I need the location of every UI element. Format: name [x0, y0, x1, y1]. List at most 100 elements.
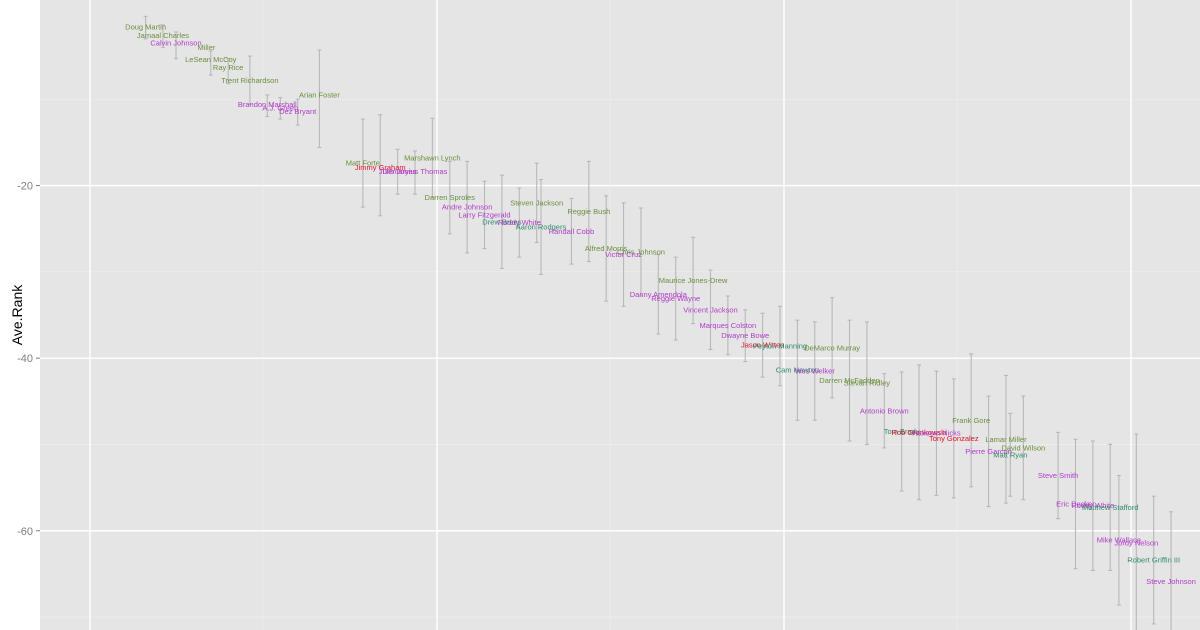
error-bar: [317, 49, 322, 149]
point-label: Reggie Wayne: [651, 294, 700, 303]
error-bar: [447, 160, 452, 235]
error-bar: [539, 178, 544, 275]
error-bar: [864, 321, 869, 446]
error-bar: [569, 197, 574, 265]
point-label: Reggie Bush: [567, 207, 610, 216]
point-label: Andre Johnson: [442, 203, 492, 212]
error-bar: [265, 94, 270, 118]
error-bar: [278, 96, 283, 120]
point-label: Rob Gronkowski: [892, 428, 947, 437]
error-bar: [1073, 438, 1078, 570]
point-label: Jamaal Charles: [137, 31, 189, 40]
point-label: Matt Forte: [346, 159, 380, 168]
point-label: Arian Foster: [299, 90, 340, 99]
point-label: Tom Brady: [884, 427, 920, 436]
point-label: Danny Amendola: [630, 290, 688, 299]
point-label: Demaryius Thomas: [383, 167, 448, 176]
error-bar: [673, 256, 678, 341]
point-label: Hakeem Nicks: [912, 429, 961, 438]
error-bar: [586, 160, 591, 263]
error-bar: [482, 180, 487, 250]
point-label: Matt Ryan: [993, 450, 1027, 459]
point-label: Roddy White: [1071, 501, 1114, 510]
error-bar: [174, 31, 179, 60]
error-bar: [360, 118, 365, 208]
error-bar: [917, 364, 922, 501]
error-bar: [1056, 431, 1061, 520]
error-bar: [208, 50, 213, 76]
error-bar: [812, 321, 817, 421]
point-label: Mike Wallace: [1097, 536, 1141, 545]
point-label: Darren McFadden: [819, 376, 879, 385]
point-label: Darren Sproles: [425, 193, 476, 202]
error-bar: [499, 174, 504, 269]
point-label: Victor Cruz: [605, 250, 642, 259]
error-bar: [247, 55, 252, 105]
point-label: Chris Johnson: [617, 248, 665, 257]
point-label: Roddy White: [498, 218, 541, 227]
error-bar: [295, 98, 300, 126]
point-label: Vincent Jackson: [683, 305, 737, 314]
point-label: Steve Johnson: [1146, 577, 1196, 586]
error-bar: [1090, 440, 1095, 572]
error-bar: [830, 297, 835, 399]
error-bar: [1008, 412, 1013, 497]
error-bars: [143, 15, 1174, 630]
point-label: Cam Newton: [776, 366, 819, 375]
error-bar: [621, 202, 626, 307]
point-label: Steven Jackson: [510, 198, 563, 207]
point-label: Pierre Garcon: [965, 447, 1012, 456]
point-label: Drew Brees: [482, 217, 521, 226]
error-bar: [847, 319, 852, 442]
point-label: Julio Jones: [379, 167, 417, 176]
point-label: Frank Gore: [952, 416, 990, 425]
error-bar: [143, 15, 148, 40]
point-label: Doug Martin: [125, 22, 166, 31]
error-bar: [951, 378, 956, 499]
point-label: Marques Colston: [700, 321, 757, 330]
error-bar: [517, 187, 522, 258]
error-bar: [1116, 474, 1121, 606]
grid-lines: [40, 0, 1200, 630]
error-bar: [778, 305, 782, 387]
error-bar: [378, 114, 383, 217]
error-bar: [226, 58, 231, 85]
error-bar: [395, 148, 400, 195]
point-label: DeMarco Murray: [804, 343, 860, 352]
error-bar: [882, 373, 887, 449]
point-label: Eric Decker: [1056, 500, 1095, 509]
y-axis-title: Ave.Rank: [9, 284, 25, 345]
point-label: Tony Gonzalez: [929, 434, 979, 443]
point-label: Peyton Manning: [753, 342, 807, 351]
error-bar: [1151, 495, 1156, 625]
plot-panel: [40, 0, 1200, 630]
point-label: Miller: [197, 43, 215, 52]
y-tick-label: -20: [17, 181, 33, 193]
error-bar: [969, 353, 974, 488]
error-bar: [160, 24, 165, 49]
point-label: Larry Fitzgerald: [458, 210, 510, 219]
error-bar: [604, 195, 609, 302]
point-label: Trent Richardson: [221, 76, 278, 85]
error-bar: [430, 117, 435, 199]
point-label: Aaron Rodgers: [516, 222, 567, 231]
error-bar: [708, 269, 713, 351]
point-label: LeSean McCoy: [185, 55, 237, 64]
error-bar: [986, 395, 991, 508]
point-label: Steve Smith: [1038, 471, 1078, 480]
point-label: Robert Griffin III: [1127, 556, 1180, 565]
error-bar: [1003, 374, 1008, 504]
error-bar: [795, 319, 800, 421]
error-bar: [1021, 395, 1026, 501]
point-label: Lamar Miller: [985, 435, 1027, 444]
error-bar: [1108, 443, 1113, 572]
error-bar: [638, 207, 643, 297]
error-bar: [465, 160, 470, 254]
point-label: Ray Rice: [213, 63, 243, 72]
point-label: Calvin Johnson: [150, 39, 201, 48]
point-label: Jason Witten: [741, 341, 784, 350]
point-label: Brandon Marshall: [238, 100, 297, 109]
error-bar: [743, 309, 748, 363]
point-label: Matthew Stafford: [1082, 503, 1139, 512]
